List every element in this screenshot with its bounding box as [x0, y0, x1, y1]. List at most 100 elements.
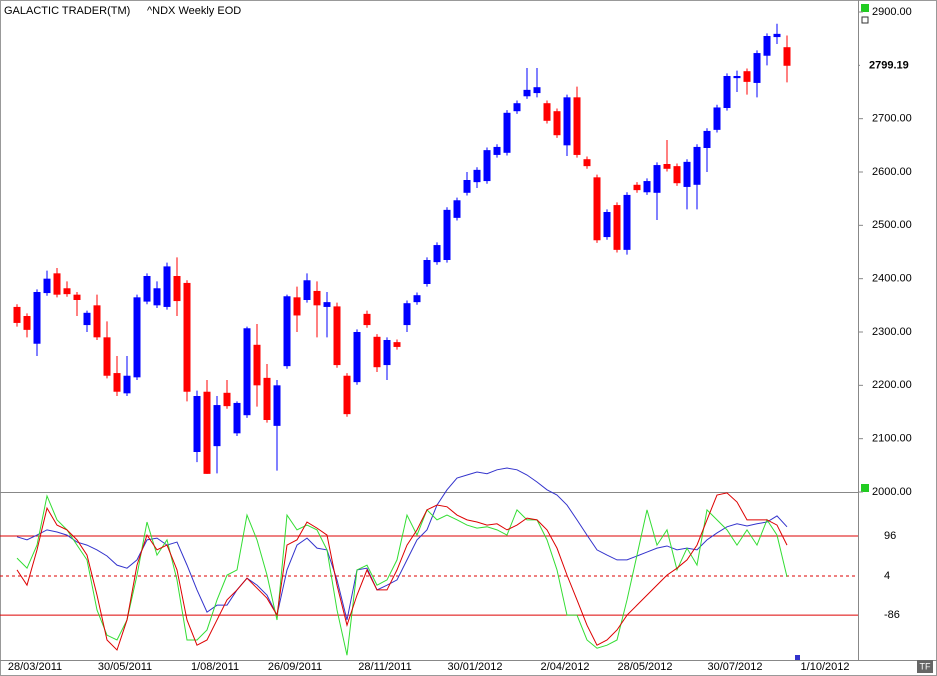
y-tick-label: -86	[884, 609, 900, 621]
x-tick-label: 1/08/2011	[191, 661, 239, 673]
candle-body	[33, 292, 41, 344]
candle-body	[293, 297, 301, 316]
x-tick-label: 1/10/2012	[801, 661, 850, 673]
candle-body	[563, 97, 571, 146]
candle-body	[723, 76, 731, 108]
resize-handle[interactable]	[861, 4, 869, 12]
candle-body	[543, 103, 551, 121]
x-tick-label: 30/05/2011	[98, 661, 152, 673]
candle-body	[93, 305, 101, 338]
candle-body	[133, 297, 141, 378]
tf-button[interactable]	[917, 660, 933, 673]
tf-label[interactable]: TF	[920, 661, 931, 671]
candle-body	[713, 107, 721, 130]
candle-body	[383, 340, 391, 366]
candle-body	[733, 76, 741, 79]
candle-body	[173, 276, 181, 302]
candle-body	[163, 266, 171, 307]
candle-body	[663, 164, 671, 169]
candle-body	[303, 280, 311, 300]
x-tick-label: 28/11/2011	[358, 661, 411, 673]
candle-body	[23, 316, 31, 330]
candle-body	[433, 245, 441, 263]
y-tick-label: 4	[884, 570, 890, 582]
y-tick-label: 2000.00	[872, 486, 912, 498]
candle-body	[263, 377, 271, 420]
y-tick-label: 2100.00	[872, 433, 912, 445]
candle-body	[53, 273, 61, 295]
candle-body	[103, 337, 111, 376]
y-tick-label: 2700.00	[872, 113, 912, 125]
candle-body	[763, 36, 771, 56]
x-tick-label: 30/07/2012	[707, 661, 762, 673]
candle-body	[473, 169, 481, 183]
y-tick-label: 2600.00	[872, 166, 912, 178]
candle-body	[353, 332, 361, 383]
candle-body	[513, 103, 521, 112]
candle-body	[633, 184, 641, 191]
candle-body	[413, 295, 421, 303]
candle-body	[123, 375, 131, 394]
candle-body	[63, 288, 71, 295]
candle-body	[343, 375, 351, 415]
candle-body	[203, 391, 211, 474]
candle-body	[143, 276, 151, 302]
candle-body	[393, 342, 401, 347]
candle-body	[223, 392, 231, 407]
chart-title: GALACTIC TRADER(TM)	[4, 5, 130, 17]
candle-body	[273, 385, 281, 426]
candle-body	[553, 111, 561, 136]
candle-body	[603, 212, 611, 238]
candle-body	[83, 312, 91, 326]
candle-body	[213, 405, 221, 447]
y-tick-label: 2400.00	[872, 273, 912, 285]
candle-body	[183, 282, 191, 392]
candle-body	[363, 313, 371, 326]
x-tick-label: 26/09/2011	[268, 661, 322, 673]
last-price-box	[860, 57, 936, 74]
y-tick-label: 2300.00	[872, 326, 912, 338]
candle-body	[773, 33, 781, 38]
candle-body	[73, 294, 81, 300]
candle-body	[643, 181, 651, 193]
y-tick-label: 2200.00	[872, 379, 912, 391]
candle-body	[463, 180, 471, 193]
candle-body	[403, 303, 411, 326]
panel-button[interactable]	[861, 16, 869, 24]
candle-body	[373, 336, 381, 368]
chart-subtitle: ^NDX Weekly EOD	[147, 5, 241, 17]
candle-body	[423, 260, 431, 284]
candle-body	[253, 344, 261, 386]
y-tick-label: 2500.00	[872, 219, 912, 231]
candle-body	[693, 146, 701, 185]
candle-body	[533, 87, 541, 94]
candle-body	[673, 166, 681, 184]
candle-body	[113, 373, 121, 392]
candle-body	[523, 89, 531, 97]
last-price-label: 2799.19	[869, 60, 909, 72]
resize-handle[interactable]	[861, 484, 869, 492]
candle-body	[653, 165, 661, 193]
candle-body	[443, 209, 451, 260]
candle-body	[13, 306, 21, 323]
indicator-line	[16, 494, 788, 656]
candle-body	[153, 288, 161, 306]
candle-body	[683, 161, 691, 187]
candle-body	[753, 53, 761, 83]
candle-body	[43, 278, 51, 294]
candle-body	[193, 396, 201, 452]
candle-body	[243, 328, 251, 416]
candle-body	[313, 290, 321, 306]
candle-body	[703, 130, 711, 148]
x-tick-label: 2/04/2012	[541, 661, 590, 673]
candle-body	[593, 177, 601, 241]
indicator-line	[16, 492, 788, 651]
candle-body	[613, 205, 621, 250]
candle-body	[233, 402, 241, 434]
scroll-marker[interactable]	[795, 655, 800, 660]
candle-body	[493, 146, 501, 155]
candle-body	[333, 306, 341, 366]
candle-body	[573, 97, 581, 155]
